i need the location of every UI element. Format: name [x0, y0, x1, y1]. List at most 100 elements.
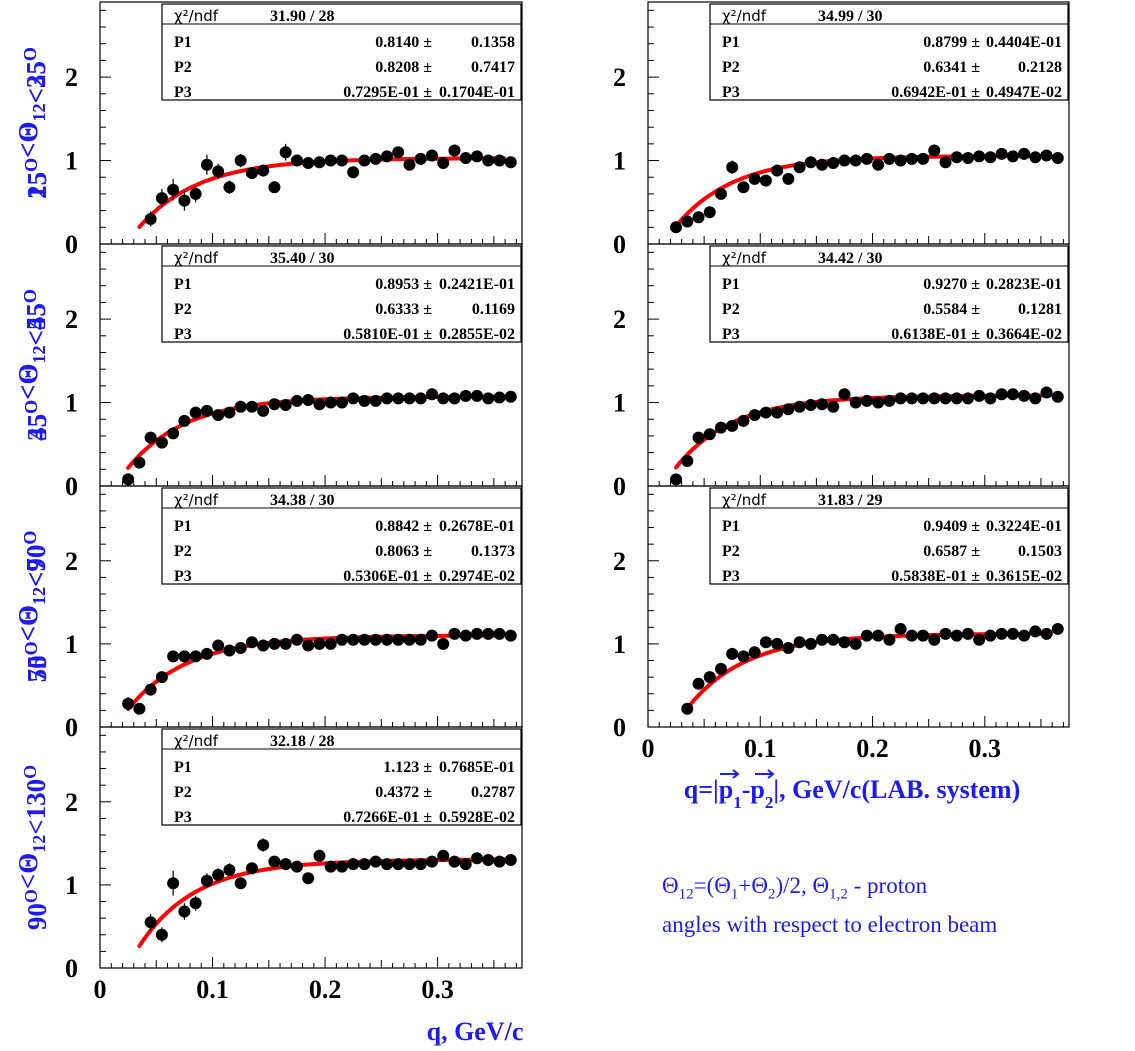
data-point — [358, 633, 371, 646]
data-point — [459, 858, 472, 871]
data-point — [133, 702, 146, 715]
param-error: 0.3615E-02 — [986, 568, 1062, 585]
data-point — [369, 633, 382, 646]
y-tick-label: 1 — [65, 389, 78, 418]
param-value: 0.5810E-01 ± — [343, 326, 432, 343]
data-point — [403, 858, 416, 871]
data-point — [268, 637, 281, 650]
data-point — [459, 152, 472, 165]
data-point — [155, 928, 168, 941]
y-tick-label: 1 — [613, 630, 626, 659]
data-point — [827, 157, 840, 170]
fit-stats-box: χ²/ndf 34.42 / 30 P1 0.9270 ± 0.2823E-01 P2 0.… — [709, 245, 1069, 343]
param-error: 0.1503 — [1018, 543, 1062, 560]
data-point — [917, 392, 930, 405]
data-point — [883, 633, 896, 646]
data-point — [849, 637, 862, 650]
panel-2: 0 1 2 25O<Θ12<35O χ²/ndf 34.99 / 30 P1 0.8799 ±… — [13, 1, 1070, 259]
data-point — [144, 916, 157, 929]
data-point — [437, 157, 450, 170]
data-point — [482, 853, 495, 866]
param-value: 0.6138E-01 ± — [891, 326, 980, 343]
x-tick-label: 0.2 — [856, 734, 889, 763]
data-point — [737, 181, 750, 194]
data-point — [804, 399, 817, 412]
data-point — [279, 399, 292, 412]
data-point — [347, 858, 360, 871]
data-point — [748, 172, 761, 185]
y-tick-label: 2 — [65, 788, 78, 817]
data-point — [1018, 389, 1031, 402]
data-point — [1018, 629, 1031, 642]
data-point — [369, 855, 382, 868]
data-point — [681, 215, 694, 228]
fit-stats-box: χ²/ndf 31.90 / 28 P1 0.8140 ± 0.1358 P2 0.8208… — [161, 3, 522, 101]
data-point — [804, 156, 817, 169]
fit-stats-box: χ²/ndf 31.83 / 29 P1 0.9409 ± 0.3224E-01 P2 0.… — [709, 487, 1069, 585]
data-point — [1006, 150, 1019, 163]
y-tick-label: 2 — [613, 547, 626, 576]
data-point — [748, 646, 761, 659]
data-point — [144, 683, 157, 696]
data-point — [425, 629, 438, 642]
chi2-value: 34.38 / 30 — [270, 492, 334, 509]
data-point — [917, 629, 930, 642]
data-point — [335, 633, 348, 646]
stats-frame — [709, 245, 1069, 343]
fit-stats-box: χ²/ndf 35.40 / 30 P1 0.8953 ± 0.2421E-01 P2 0.… — [161, 245, 522, 343]
panel-frame — [99, 726, 523, 969]
data-point — [380, 392, 393, 405]
data-point — [200, 158, 213, 171]
data-point — [245, 400, 258, 413]
data-point — [782, 642, 795, 655]
data-point — [403, 158, 416, 171]
stats-frame — [161, 3, 522, 101]
data-point — [1029, 151, 1042, 164]
data-point — [961, 627, 974, 640]
data-point — [894, 622, 907, 635]
data-point — [223, 406, 236, 419]
param-name: P2 — [174, 59, 192, 76]
param-name: P3 — [174, 84, 192, 101]
data-point — [493, 154, 506, 167]
data-point — [1051, 622, 1064, 635]
data-point — [939, 627, 952, 640]
param-error: 0.2128 — [1018, 59, 1062, 76]
param-name: P2 — [174, 543, 192, 560]
param-name: P1 — [722, 276, 740, 293]
data-point — [504, 853, 517, 866]
param-error: 0.1358 — [471, 34, 515, 51]
data-point — [872, 158, 885, 171]
param-error: 0.4947E-02 — [986, 84, 1062, 101]
data-point — [437, 392, 450, 405]
data-point — [167, 427, 180, 440]
data-point — [234, 877, 247, 890]
data-point — [838, 636, 851, 649]
data-point — [950, 629, 963, 642]
data-point — [234, 154, 247, 167]
data-point — [793, 400, 806, 413]
data-point — [816, 398, 829, 411]
param-error: 0.1373 — [471, 543, 515, 560]
param-name: P2 — [722, 543, 740, 560]
data-point — [268, 181, 281, 194]
data-point — [279, 637, 292, 650]
data-point — [493, 855, 506, 868]
panel-4: 0 1 2 45O<Θ12<55O χ²/ndf 34.42 / 30 P1 0.9270 ±… — [13, 243, 1070, 501]
data-point — [1029, 625, 1042, 638]
data-point — [268, 398, 281, 411]
data-point — [681, 454, 694, 467]
x-tick-label: 0.3 — [969, 734, 1002, 763]
param-name: P1 — [174, 759, 192, 776]
data-point — [714, 662, 727, 675]
x-tick-label: 0.3 — [421, 975, 454, 1004]
data-point — [1029, 392, 1042, 405]
data-point — [838, 388, 851, 401]
data-point — [714, 421, 727, 434]
stats-frame — [709, 487, 1069, 585]
data-point — [692, 431, 705, 444]
param-error: 0.7417 — [471, 59, 515, 76]
param-error: 0.2855E-02 — [439, 326, 515, 343]
data-point — [324, 154, 337, 167]
